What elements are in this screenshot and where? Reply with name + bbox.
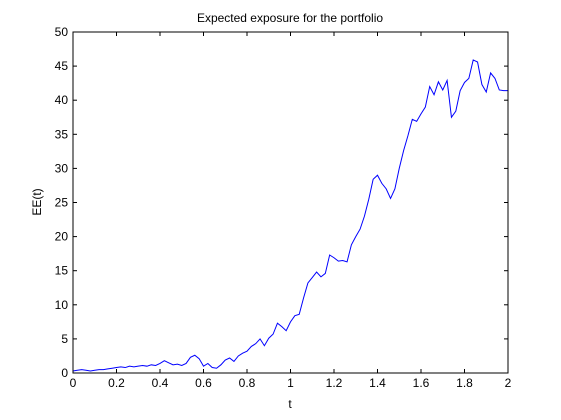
y-axis-label: EE(t) (30, 188, 44, 215)
x-tick-label: 2 (505, 376, 512, 390)
y-tick-label: 15 (55, 264, 69, 278)
y-tick-label: 45 (55, 59, 69, 73)
plot-area (73, 32, 508, 373)
y-tick-label: 10 (55, 298, 69, 312)
x-tick-label: 1.4 (369, 376, 386, 390)
x-tick-label: 1.8 (456, 376, 473, 390)
plot-frame (72, 31, 509, 374)
x-tick-label: 1.6 (413, 376, 430, 390)
x-tick-label: 0 (70, 376, 77, 390)
x-tick-label: 0.4 (152, 376, 169, 390)
x-tick-label: 0.8 (239, 376, 256, 390)
x-tick-label: 0.2 (108, 376, 125, 390)
y-tick-label: 5 (61, 332, 68, 346)
x-axis-label: t (288, 397, 292, 411)
y-tick-label: 35 (55, 127, 69, 141)
y-tick-label: 50 (55, 25, 69, 39)
series-line (72, 59, 508, 372)
chart-title: Expected exposure for the portfolio (197, 11, 383, 25)
x-tick-label: 0.6 (195, 376, 212, 390)
x-tick-label: 1 (287, 376, 294, 390)
y-tick-label: 30 (55, 161, 69, 175)
y-tick-label: 0 (61, 366, 68, 380)
y-tick-label: 20 (55, 230, 69, 244)
axis-tick-labels: 0 0.2 0.4 0.6 0.8 1 1.2 1.4 1.6 1.8 20510152025303… (55, 25, 512, 390)
y-tick-label: 25 (55, 196, 69, 210)
y-tick-label: 40 (55, 93, 69, 107)
x-tick-label: 1.2 (326, 376, 343, 390)
